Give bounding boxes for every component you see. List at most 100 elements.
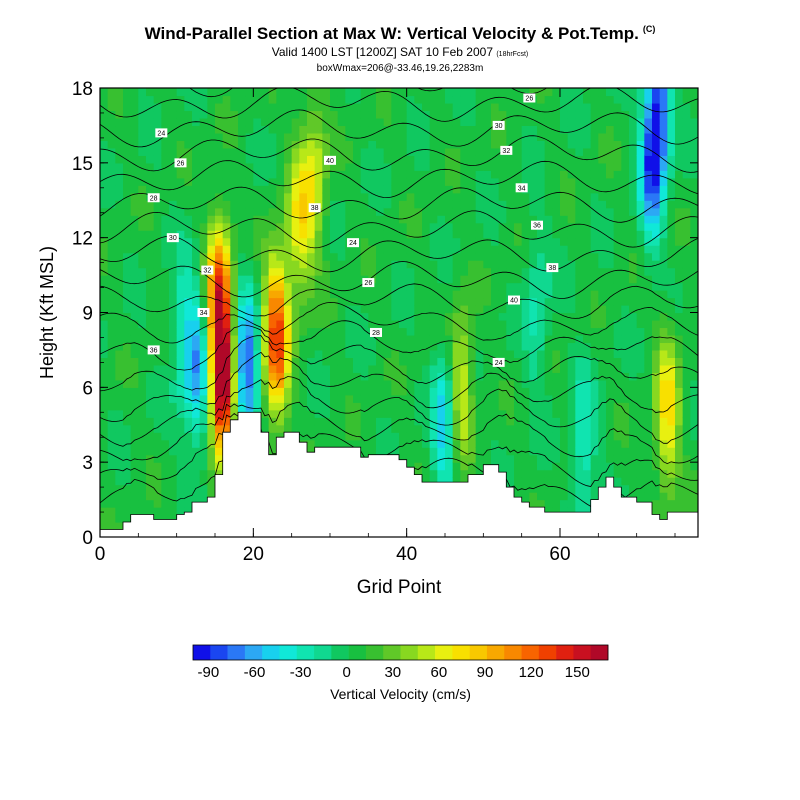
theta-label-box: [500, 145, 513, 155]
colorbar-tick-label: -90: [198, 664, 220, 681]
theta-label: 24: [349, 240, 357, 247]
theta-label: 40: [510, 298, 518, 305]
forecast-hour: (18hrFcst): [496, 51, 529, 58]
theta-line: [100, 283, 698, 319]
colorbar-swatch: [400, 645, 419, 660]
colorbar-tick-label: 0: [343, 664, 351, 681]
theta-label-box: [324, 155, 336, 165]
theta-label-box: [523, 93, 536, 103]
theta-label: 26: [525, 95, 533, 102]
theta-label-box: [147, 345, 160, 355]
colorbar-tick-label: 60: [431, 664, 448, 681]
x-axis-label: Grid Point: [357, 577, 442, 598]
theta-line: [100, 109, 698, 148]
theta-label: 30: [495, 123, 503, 130]
theta-label: 40: [326, 158, 334, 165]
theta-line: [188, 88, 548, 98]
colorbar-swatch: [486, 645, 505, 660]
theta-labels: 24 26 28 30 32 34 36 38 40 24 26 28 30 32 34 36 38 40 24 26: [147, 93, 559, 367]
theta-label-box: [155, 128, 168, 138]
y-tick-label: 3: [82, 453, 93, 474]
colorbar-swatch: [296, 645, 315, 660]
colorbar-tick-label: -30: [290, 664, 312, 681]
theta-label-box: [174, 158, 187, 168]
y-tick-label: 15: [72, 154, 93, 175]
colorbar-swatch: [262, 645, 280, 660]
theta-label: 26: [177, 160, 185, 167]
colorbar-swatch: [469, 645, 488, 660]
colorbar-swatch: [435, 645, 453, 660]
x-tick-label: 60: [549, 544, 570, 565]
theta-line: [100, 135, 698, 173]
colorbar-tick-label: 150: [565, 664, 590, 681]
theta-label: 24: [495, 360, 503, 367]
theta-contours: [100, 88, 698, 507]
y-axis-label: Height (Kft MSL): [37, 246, 57, 379]
theta-line: [100, 235, 698, 273]
theta-label: 38: [548, 265, 556, 272]
colorbar-swatch: [383, 645, 401, 660]
theta-line: [100, 301, 698, 344]
y-tick-label: 0: [82, 528, 93, 549]
theta-label: 32: [203, 268, 211, 275]
theta-label-box: [370, 327, 382, 337]
theta-label: 38: [311, 205, 319, 212]
x-tick-label: 0: [95, 544, 106, 565]
colorbar-swatch: [314, 645, 332, 660]
valid-time: Valid 1400 LST [1200Z] SAT 10 Feb 2007: [271, 45, 493, 59]
colorbar-swatch: [348, 645, 367, 660]
y-tick-label: 9: [82, 304, 93, 325]
theta-label: 28: [150, 195, 158, 202]
colorbar-swatch: [365, 645, 384, 660]
theta-label-box: [531, 220, 543, 230]
colorbar-swatch: [504, 645, 522, 660]
y-tick-label: 18: [72, 79, 93, 100]
colorbar-swatch: [590, 645, 609, 660]
theta-label: 34: [200, 310, 208, 317]
theta-label-box: [508, 295, 520, 305]
theta-label: 34: [518, 185, 526, 192]
chart-title: Wind-Parallel Section at Max W: Vertical…: [0, 24, 800, 44]
theta-label-box: [492, 357, 505, 367]
theta-label-box: [308, 203, 321, 213]
x-tick-label: 20: [243, 544, 264, 565]
y-tick-label: 12: [72, 229, 93, 250]
terrain: [99, 411, 699, 538]
velocity-field: [100, 88, 698, 537]
colorbar-swatch: [538, 645, 557, 660]
theta-line: [100, 261, 698, 299]
colorbar-swatch: [193, 645, 211, 660]
theta-line: [100, 335, 698, 392]
colorbar-swatch: [210, 645, 228, 660]
colorbar-swatch: [279, 645, 298, 660]
copyright-mark: (C): [642, 24, 656, 35]
theta-label: 36: [533, 223, 541, 230]
theta-label-box: [201, 265, 214, 275]
theta-label-box: [546, 263, 559, 273]
y-tick-label: 6: [82, 378, 93, 399]
theta-line: [100, 186, 698, 223]
theta-line: [100, 376, 698, 447]
theta-label: 36: [150, 347, 158, 354]
theta-label-box: [347, 238, 359, 248]
colorbar-swatch: [417, 645, 436, 660]
colorbar-swatch: [573, 645, 592, 660]
chart-subtitle: Valid 1400 LST [1200Z] SAT 10 Feb 2007 (…: [0, 45, 800, 59]
colorbar-swatch: [556, 645, 574, 660]
theta-label: 28: [372, 330, 380, 337]
theta-label: 30: [169, 235, 177, 242]
box-info: boxWmax=206@-33.46,19.26,2283m: [316, 63, 484, 74]
theta-line: [100, 401, 698, 465]
theta-label-box: [515, 183, 528, 193]
theta-line: [100, 88, 698, 122]
theta-label: 26: [364, 280, 372, 287]
colorbar-frame: [192, 644, 609, 661]
colorbar-swatch: [244, 645, 263, 660]
colorbar-tick-label: 90: [477, 664, 494, 681]
theta-line: [100, 160, 698, 199]
theta-line: [100, 351, 698, 422]
theta-line: [100, 412, 698, 487]
theta-label-box: [492, 120, 505, 130]
colorbar-swatch: [331, 645, 349, 660]
